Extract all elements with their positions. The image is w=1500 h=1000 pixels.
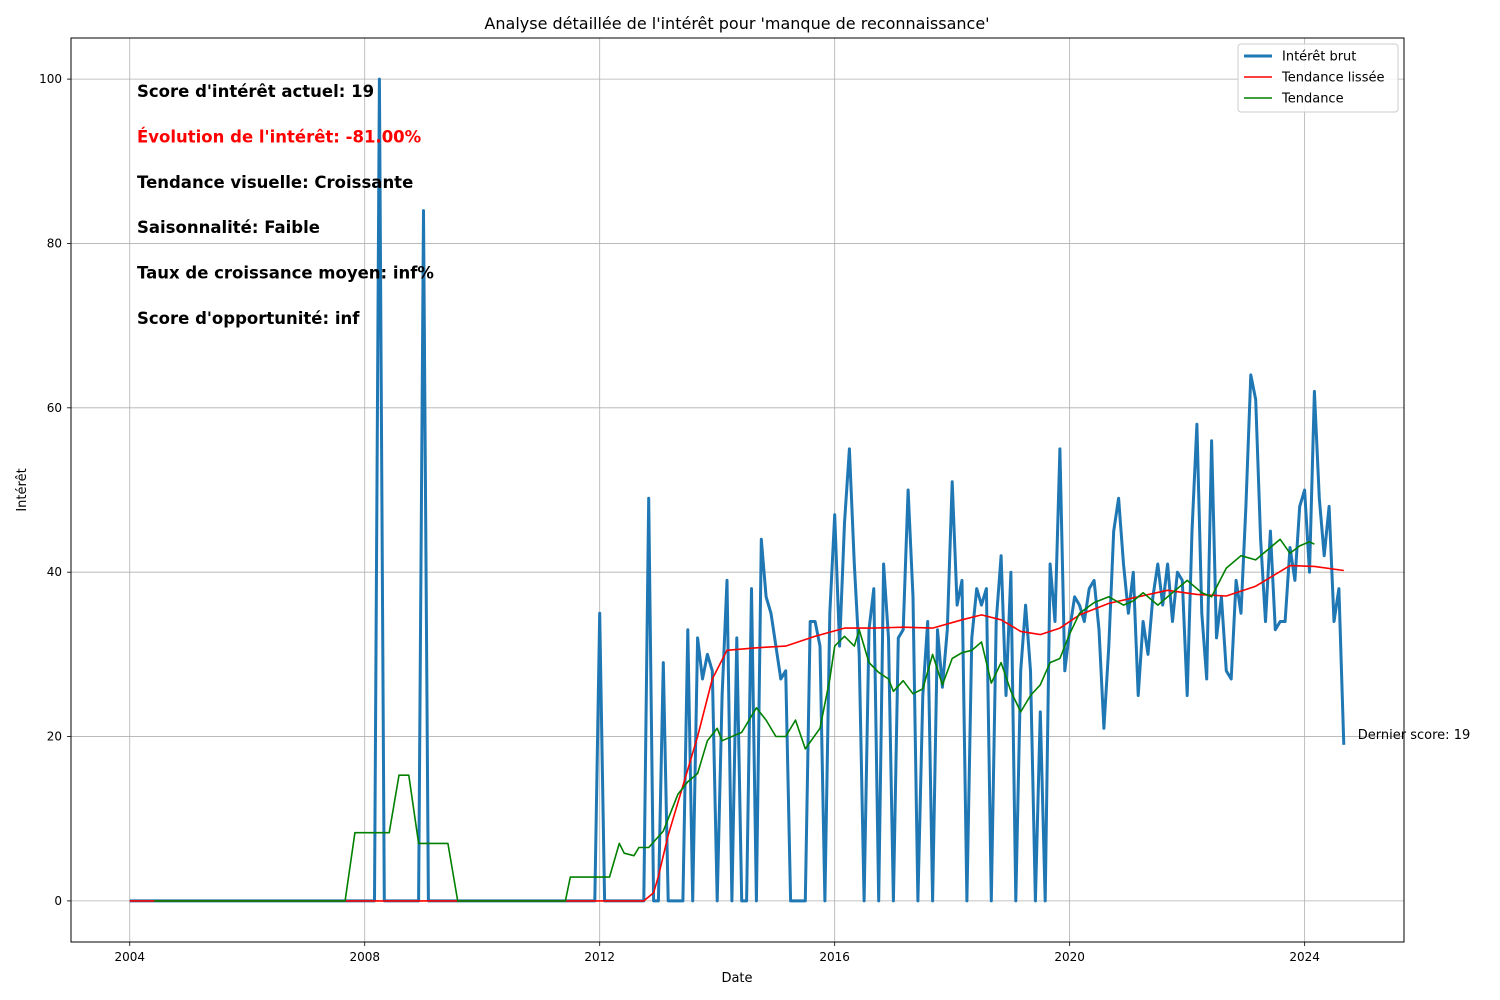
raw-interest-line <box>129 77 1346 903</box>
annotation-text: Score d'intérêt actuel: 19 <box>137 82 374 101</box>
annotation-text: Évolution de l'intérêt: -81.00% <box>137 127 422 146</box>
axis-ticks: 2004 2008 2012 2016 2020 2024 0 20 40 60 80 100 <box>39 72 1320 964</box>
annotation-text: Score d'opportunité: inf <box>137 309 360 328</box>
x-axis-label: Date <box>721 971 752 986</box>
series-layer <box>129 77 1346 903</box>
x-tick-label: 2020 <box>1054 950 1085 964</box>
x-tick-label: 2024 <box>1289 950 1320 964</box>
y-tick-label: 40 <box>47 565 62 579</box>
x-tick-label: 2016 <box>819 950 850 964</box>
annotation-block: Score d'intérêt actuel: 19 Évolution de l… <box>137 82 434 328</box>
legend: Intérêt brut Tendance lissée Tendance <box>1237 43 1399 113</box>
legend-label: Intérêt brut <box>1282 50 1356 65</box>
chart-title: Analyse détaillée de l'intérêt pour 'man… <box>484 14 989 33</box>
annotation-text: Taux de croissance moyen: inf% <box>137 264 434 283</box>
y-tick-label: 20 <box>47 730 62 744</box>
annotation-text: Saisonnalité: Faible <box>137 218 320 237</box>
x-tick-label: 2008 <box>349 950 380 964</box>
y-tick-label: 0 <box>54 894 62 908</box>
legend-box <box>1237 43 1399 113</box>
y-tick-label: 100 <box>39 72 62 86</box>
x-tick-label: 2012 <box>584 950 615 964</box>
legend-label: Tendance <box>1281 92 1344 107</box>
y-axis-label: Intérêt <box>15 468 30 511</box>
last-point-label: Dernier score: 19 <box>1358 728 1470 743</box>
trend-line <box>154 538 1315 902</box>
annotation-text: Tendance visuelle: Croissante <box>137 173 413 192</box>
legend-label: Tendance lissée <box>1281 71 1384 86</box>
plot-frame <box>70 37 1405 943</box>
y-tick-label: 80 <box>47 236 62 250</box>
smoothed-trend-line <box>129 564 1344 902</box>
y-tick-label: 60 <box>47 401 62 415</box>
x-tick-label: 2004 <box>114 950 145 964</box>
